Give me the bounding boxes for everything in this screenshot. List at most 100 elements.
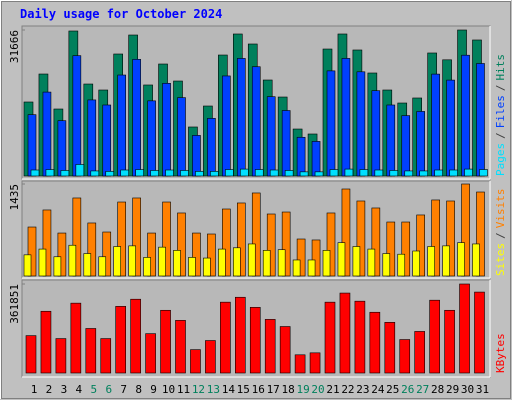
x-tick-label: 9: [150, 383, 157, 396]
legend-entry: Visits: [494, 189, 507, 229]
bar: [143, 257, 151, 277]
bar: [444, 309, 455, 374]
bar: [207, 233, 216, 277]
bar: [135, 169, 144, 177]
bar: [461, 183, 470, 277]
bar: [188, 257, 196, 277]
bar: [83, 253, 92, 277]
bar: [281, 110, 291, 177]
bar: [27, 226, 37, 277]
bar: [294, 354, 306, 374]
bar: [85, 328, 97, 374]
bar: [87, 222, 97, 277]
bar: [299, 171, 309, 177]
bar: [354, 300, 366, 374]
x-tick-label: 19: [296, 383, 309, 396]
x-tick-label: 26: [401, 383, 414, 396]
bar: [90, 170, 100, 177]
chart-title: Daily usage for October 2024: [20, 7, 222, 21]
bar: [25, 335, 37, 374]
bar: [322, 250, 331, 277]
bar: [251, 192, 261, 277]
bar: [412, 250, 421, 277]
bar: [38, 248, 47, 277]
legend-separator: /: [494, 85, 507, 92]
bar: [207, 118, 216, 177]
y-tick-label: 1435: [8, 184, 21, 211]
x-tick-label: 6: [105, 383, 112, 396]
bar: [281, 211, 291, 277]
bar: [150, 170, 159, 177]
bar: [23, 254, 32, 277]
bar: [105, 171, 115, 177]
x-tick-label: 12: [192, 383, 205, 396]
bar: [180, 170, 189, 177]
legend: Sites / Visits: [494, 189, 507, 277]
bar: [218, 248, 226, 277]
bar: [359, 169, 369, 177]
bar: [177, 97, 186, 177]
bar: [145, 333, 156, 374]
bar: [233, 247, 241, 277]
bar: [147, 100, 156, 177]
bar: [384, 322, 396, 374]
bar: [225, 169, 234, 177]
x-tick-label: 22: [341, 383, 354, 396]
x-tick-label: 24: [371, 383, 385, 396]
legend-separator: /: [494, 232, 507, 239]
bar: [192, 232, 201, 277]
bar: [102, 104, 112, 177]
x-tick-label: 14: [222, 383, 236, 396]
bar: [72, 55, 82, 177]
bar: [160, 309, 171, 374]
bar: [173, 250, 181, 277]
x-tick-label: 23: [356, 383, 369, 396]
bar: [371, 90, 381, 177]
bar: [98, 256, 107, 277]
bar: [311, 239, 321, 277]
bar: [75, 164, 85, 177]
bar: [427, 246, 435, 277]
x-tick-label: 10: [162, 383, 175, 396]
x-tick-label: 5: [90, 383, 97, 396]
x-tick-label: 7: [120, 383, 127, 396]
x-tick-label: 3: [61, 383, 68, 396]
bar: [113, 246, 121, 277]
x-tick-label: 16: [252, 383, 265, 396]
bar: [296, 238, 306, 277]
bar: [60, 170, 70, 177]
bar: [279, 326, 291, 374]
bar: [311, 141, 321, 177]
bar: [237, 58, 246, 177]
bar: [352, 246, 361, 277]
bar: [42, 91, 52, 177]
legend-entry: KBytes: [494, 333, 507, 373]
bar: [446, 79, 455, 177]
bar: [175, 320, 186, 374]
bar: [237, 202, 246, 277]
bar: [479, 169, 488, 177]
legend-separator: /: [494, 132, 507, 139]
bar: [235, 296, 246, 374]
bar: [262, 250, 271, 277]
bar: [222, 208, 231, 277]
bar: [416, 214, 426, 277]
bar: [266, 213, 276, 277]
bar: [464, 168, 473, 177]
bar: [68, 244, 77, 277]
bar: [162, 83, 171, 177]
bar: [128, 245, 136, 277]
bar: [177, 212, 186, 277]
x-tick-label: 20: [311, 383, 324, 396]
y-tick-label: 31666: [8, 30, 21, 63]
bar: [307, 259, 316, 277]
bar: [476, 63, 485, 177]
bar: [55, 338, 67, 374]
x-tick-label: 1: [31, 383, 38, 396]
x-tick-label: 21: [326, 383, 339, 396]
bar: [45, 169, 55, 177]
x-tick-label: 15: [237, 383, 250, 396]
bar: [374, 169, 384, 177]
bar: [329, 169, 339, 177]
